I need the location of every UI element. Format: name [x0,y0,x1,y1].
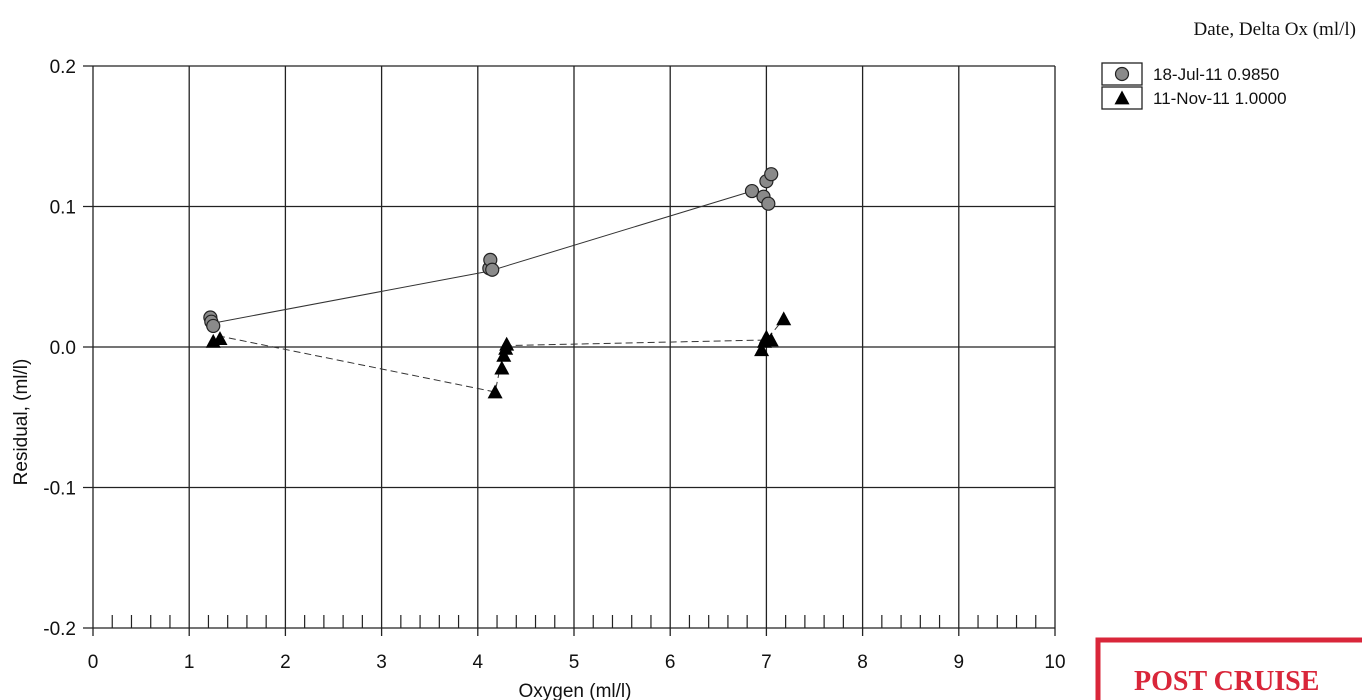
data-point-triangle [763,332,779,347]
legend-swatch-1 [1101,86,1143,110]
legend-marker-triangle [1114,90,1130,105]
x-tick-label: 0 [88,652,99,673]
x-tick-label: 5 [569,652,580,673]
y-tick-label: 0.1 [50,198,76,219]
x-tick-label: 6 [665,652,676,673]
data-point-circle [761,196,776,211]
y-axis-title: Residual, (ml/l) [11,359,32,486]
y-tick-label: 0.2 [50,57,76,78]
y-tick-label: -0.2 [43,619,76,640]
post-cruise-stamp: POST CRUISE [1095,637,1362,700]
data-points [203,167,792,399]
legend-title: Date, Delta Ox (ml/l) [1193,19,1356,40]
y-tick-label: 0.0 [50,338,76,359]
data-point-circle [764,167,779,182]
x-tick-label: 8 [857,652,868,673]
x-axis-title: Oxygen (ml/l) [519,681,632,700]
legend-label-0: 18-Jul-11 0.9850 [1153,65,1279,84]
data-point-circle [485,262,500,277]
data-point-triangle [754,342,770,357]
y-tick-label: -0.1 [43,479,76,500]
stamp-text: POST CRUISE [1134,666,1319,697]
legend-marker-circle [1114,66,1130,82]
x-tick-label: 10 [1044,652,1065,673]
data-point-triangle [212,331,228,345]
legend: 18-Jul-11 0.9850 11-Nov-11 1.0000 [1101,62,1287,110]
x-tick-label: 1 [184,652,195,673]
legend-label-1: 11-Nov-11 1.0000 [1153,89,1287,108]
data-point-triangle [499,336,515,351]
x-tick-label: 3 [376,652,387,673]
data-point-triangle [776,311,792,326]
x-tick-label: 4 [473,652,484,673]
legend-swatch-0 [1101,62,1143,86]
data-point-triangle [496,347,512,362]
grid [83,65,1056,629]
x-tick-label: 9 [954,652,965,673]
data-point-circle [206,318,221,334]
x-tick-label: 7 [761,652,772,673]
axis-ticks: 0 1 2 3 4 5 6 7 8 9 10 0.2 0.1 0.0 -0.1 -0.2 [43,57,1065,673]
data-point-triangle [487,384,503,399]
x-tick-label: 2 [280,652,291,673]
data-point-circle [744,183,760,199]
data-point-triangle [494,360,510,375]
